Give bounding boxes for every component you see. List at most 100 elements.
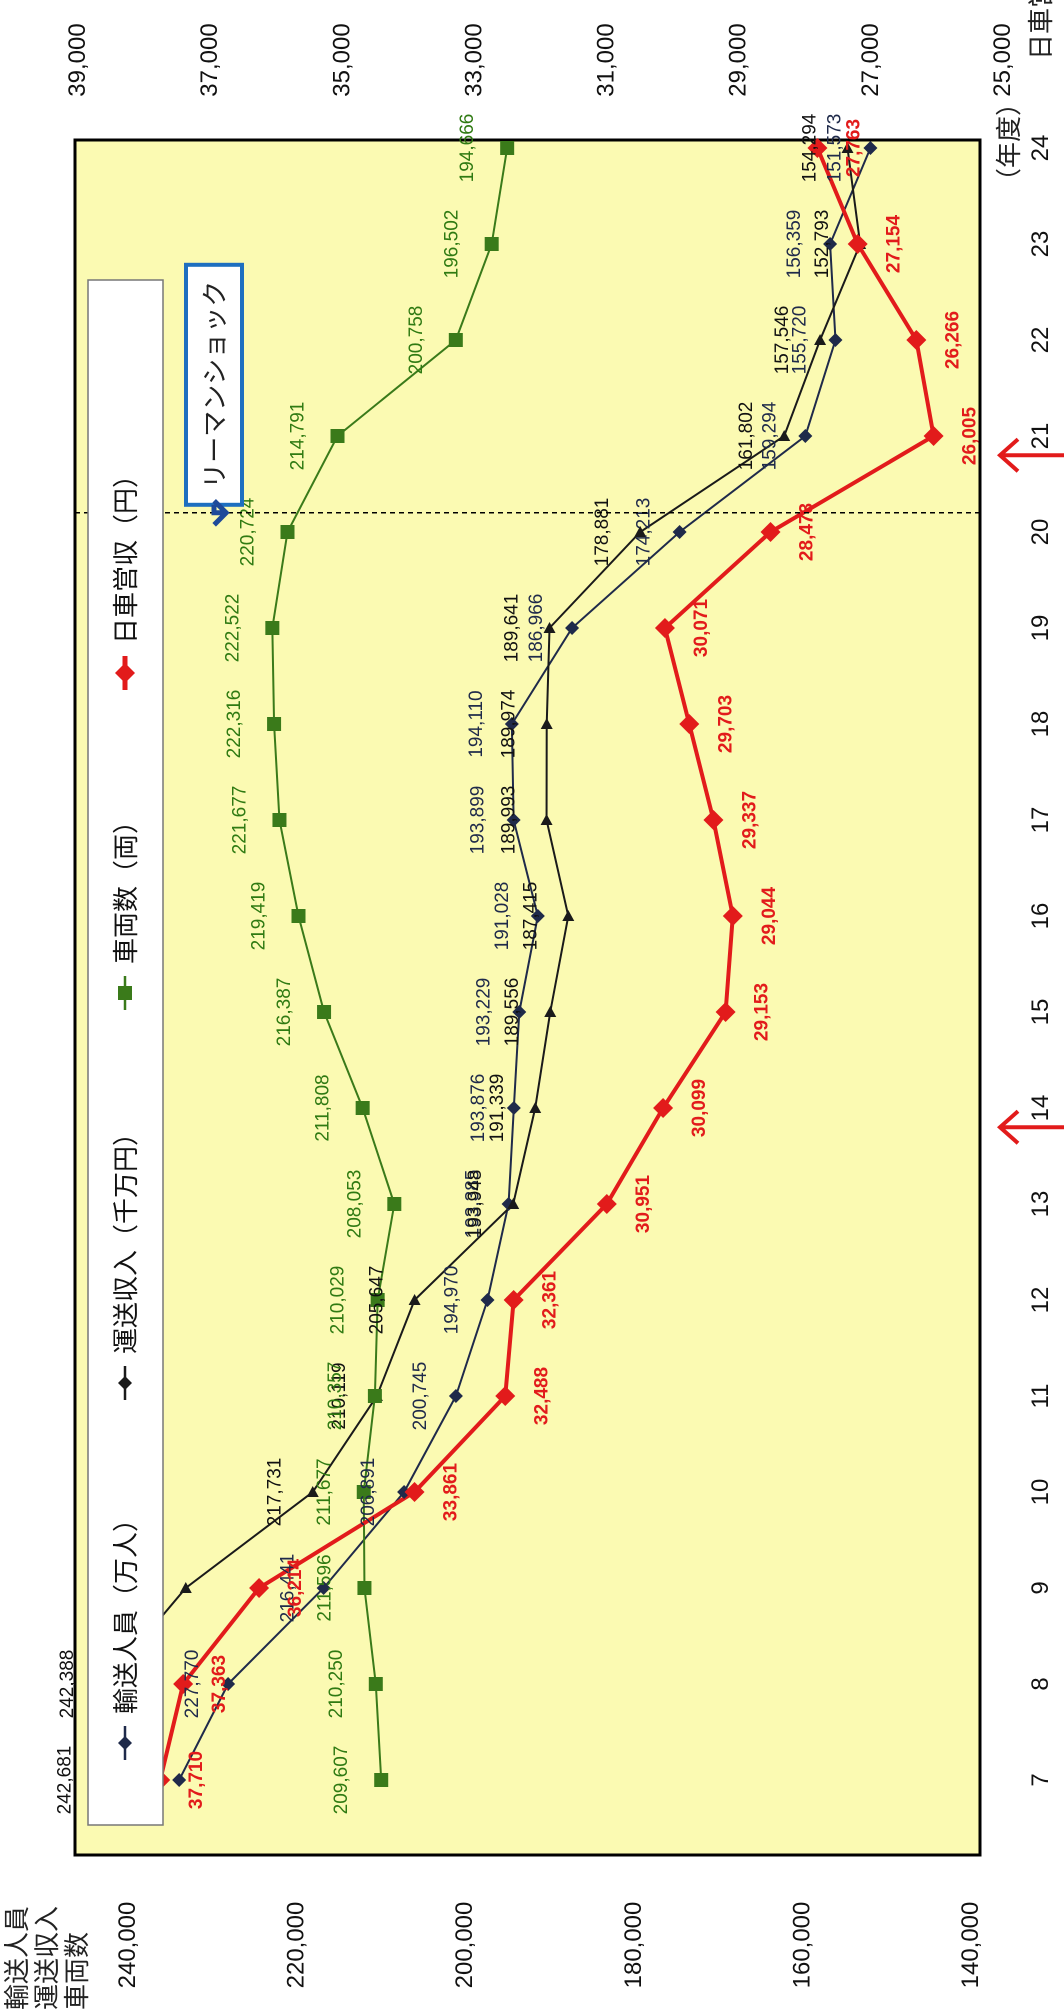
revenue-label-12: 205,647 — [367, 1266, 388, 1335]
passengers-label-11: 200,745 — [410, 1362, 431, 1431]
vehicles-line — [271, 147, 509, 1781]
passengers-label-9: 216,441 — [278, 1554, 299, 1623]
revenue-label-20: 178,881 — [592, 498, 613, 567]
revenue-label-23: 152,793 — [812, 210, 833, 279]
passengers-label-21: 159,294 — [759, 401, 780, 470]
right-axis-title: 日車営収 — [1027, 0, 1057, 60]
legend-label-vehicles: 車両数（両） — [112, 808, 142, 964]
revenue-point-21 — [778, 430, 791, 441]
daily-label-16: 29,044 — [759, 887, 780, 946]
passengers-label-15: 193,229 — [473, 978, 494, 1047]
daily-point-21 — [923, 426, 944, 446]
left-axis-label-2: 車両数 — [63, 1932, 93, 2010]
daily-point-18 — [679, 714, 700, 734]
passengers-point-8 — [221, 1677, 236, 1691]
daily-point-16 — [722, 906, 743, 926]
vehicles-label-23: 196,502 — [442, 210, 463, 279]
lehman-annotation: リーマンショック — [75, 262, 980, 527]
vehicles-label-19: 222,522 — [222, 594, 243, 663]
daily-label-19: 30,071 — [691, 599, 712, 658]
revenue-point-10 — [306, 1486, 319, 1497]
passengers-label-18: 194,110 — [466, 690, 487, 757]
passengers-point-17 — [506, 813, 521, 827]
revenue-label-8: 242,388 — [57, 1650, 78, 1719]
revenue-point-19 — [543, 622, 556, 633]
legend-marker-passengers — [118, 1736, 132, 1750]
daily-label-10: 33,861 — [441, 1463, 462, 1522]
vehicles-point-18 — [267, 717, 282, 731]
daily-label-22: 26,266 — [942, 311, 963, 369]
revenue-point-24 — [841, 142, 854, 153]
left-tick-4: 160,000 — [788, 1902, 815, 1989]
vehicles-point-23 — [484, 237, 499, 251]
vehicles-point-8 — [368, 1677, 383, 1691]
vehicles-point-12 — [370, 1293, 385, 1307]
revenue-label-13: 193,948 — [465, 1170, 486, 1239]
passengers-label-17: 193,899 — [468, 786, 489, 855]
vehicles-label-20: 220,724 — [237, 497, 258, 566]
passengers-point-11 — [448, 1389, 463, 1403]
passengers-label-19: 186,966 — [526, 594, 547, 663]
x-tick-11: 11 — [1027, 1384, 1054, 1409]
x-tick-21: 21 — [1027, 423, 1054, 450]
left-tick-1: 220,000 — [283, 1902, 310, 1989]
daily-point-13 — [596, 1194, 617, 1214]
x-tick-19: 19 — [1027, 615, 1054, 642]
x-tick-15: 15 — [1027, 999, 1054, 1026]
passengers-label-8: 227,770 — [182, 1650, 203, 1719]
daily-label-11: 32,488 — [531, 1367, 552, 1425]
revenue-line — [101, 147, 862, 1781]
passengers-point-16 — [530, 909, 545, 923]
vehicles-label-21: 214,791 — [288, 402, 309, 471]
legend-item-daily: 日車営収（円） — [112, 462, 142, 690]
legend-item-revenue: 運送収入（千万円） — [112, 1120, 142, 1400]
right-tick-6: 27,000 — [857, 23, 884, 96]
vehicles-label-18: 222,316 — [224, 690, 245, 759]
x-tick-13: 13 — [1027, 1191, 1054, 1218]
daily-label-9: 36,214 — [285, 1559, 306, 1618]
vehicles-point-14 — [355, 1101, 370, 1115]
left-tick-5: 140,000 — [957, 1902, 984, 1989]
revenue-point-12 — [408, 1294, 421, 1305]
x-tick-17: 17 — [1027, 807, 1054, 834]
revenue-label-16: 187,415 — [520, 882, 541, 951]
passengers-label-12: 194,970 — [441, 1266, 462, 1335]
passengers-point-12 — [480, 1293, 495, 1307]
revenue-point-20 — [634, 526, 647, 537]
x-tick-20: 20 — [1027, 519, 1054, 546]
left-axis-label-0: 輸送人員 — [3, 1906, 33, 2010]
revenue-point-15 — [544, 1006, 557, 1017]
daily-point-8 — [173, 1674, 194, 1694]
passengers-label-23: 156,359 — [784, 210, 805, 279]
passengers-point-19 — [565, 621, 580, 635]
legend: 輸送人員（万人） 運送収入（千万円） 車両数（両） 日車営収（円） — [87, 279, 164, 1826]
x-axis-unit: （年度） — [995, 90, 1025, 194]
passengers-point-14 — [506, 1101, 521, 1115]
daily-label-7: 37,710 — [186, 1751, 207, 1809]
right-tick-3: 33,000 — [460, 23, 487, 96]
daily-label-13: 30,951 — [633, 1175, 654, 1234]
revenue-label-17: 189,993 — [499, 786, 520, 855]
vehicles-label-9: 211,596 — [314, 1554, 335, 1621]
vehicles-label-10: 211,677 — [314, 1458, 335, 1525]
legend-item-vehicles: 車両数（両） — [112, 808, 142, 1010]
left-tick-3: 180,000 — [620, 1902, 647, 1989]
daily-point-15 — [715, 1002, 736, 1022]
passengers-label-16: 191,028 — [492, 882, 513, 951]
vehicles-point-21 — [330, 429, 345, 443]
revenue-point-18 — [540, 718, 553, 729]
vehicles-point-10 — [356, 1485, 371, 1499]
vehicles-point-17 — [272, 813, 287, 827]
passengers-label-13: 193,385 — [463, 1170, 484, 1239]
legend-marker-revenue — [118, 1376, 132, 1390]
passengers-point-9 — [316, 1581, 331, 1595]
vehicles-label-22: 200,758 — [406, 306, 427, 375]
daily-point-10 — [404, 1482, 425, 1502]
left-axis-title: 輸送人員 運送収入 車両数 — [3, 1906, 93, 2010]
revenue-point-22 — [814, 334, 827, 345]
x-tick-24: 24 — [1027, 135, 1054, 162]
lehman-arrow — [211, 499, 230, 527]
right-tick-5: 29,000 — [725, 23, 752, 96]
left-axis-label-1: 運送収入 — [33, 1906, 63, 2010]
